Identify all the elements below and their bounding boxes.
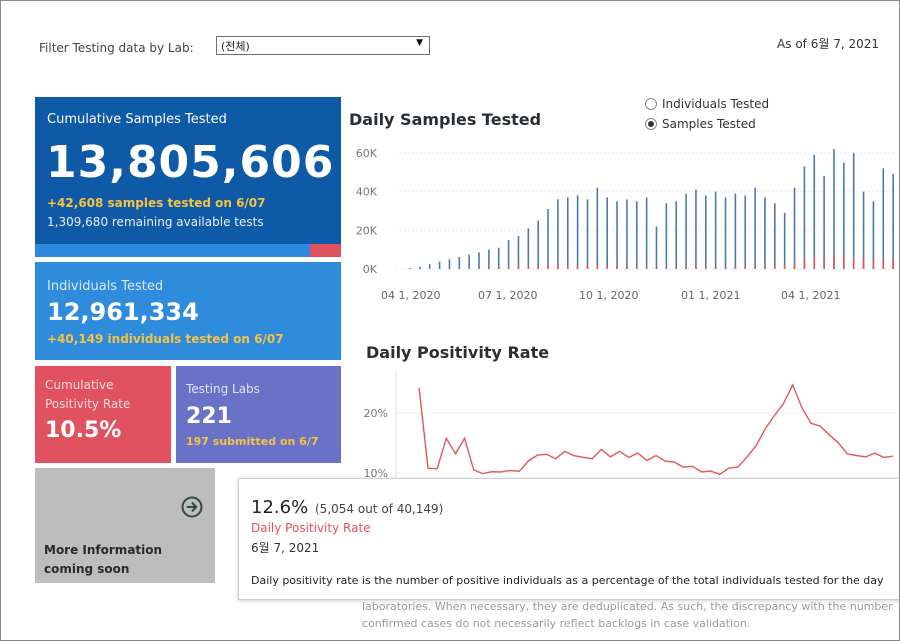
radio-individuals-label: Individuals Tested bbox=[662, 97, 770, 111]
x-tick-label: 04 1, 2021 bbox=[781, 289, 840, 302]
radio-individuals[interactable]: Individuals Tested bbox=[645, 94, 769, 114]
lab-filter-value: (전체) bbox=[221, 40, 250, 53]
more-info-text: More Information coming soon bbox=[44, 543, 163, 576]
samples-today: +42,608 samples tested on 6/07 bbox=[47, 196, 266, 210]
testing-labs-value: 221 bbox=[186, 404, 232, 429]
x-tick-label: 04 1, 2020 bbox=[381, 289, 440, 302]
cumulative-samples-value: 13,805,606 bbox=[46, 137, 335, 188]
x-tick-label: 10 1, 2020 bbox=[579, 289, 638, 302]
footnote-line-2: confirmed cases do not necessarily refle… bbox=[362, 617, 751, 630]
lab-filter-select[interactable]: (전체) ▼ bbox=[216, 36, 430, 55]
radio-individuals-button[interactable] bbox=[645, 98, 657, 110]
individuals-tested-value: 12,961,334 bbox=[47, 298, 199, 326]
x-tick-label: 07 1, 2020 bbox=[478, 289, 537, 302]
positivity-rate-value: 10.5% bbox=[45, 418, 122, 443]
daily-positivity-chart: 20% 10% bbox=[364, 371, 896, 481]
positivity-rate-title: Cumulative Positivity Rate bbox=[45, 378, 131, 411]
individuals-today: +40,149 individuals tested on 6/07 bbox=[47, 332, 284, 346]
daily-samples-title: Daily Samples Tested bbox=[349, 110, 542, 129]
arrow-right-circle-icon[interactable] bbox=[181, 496, 203, 518]
tooltip-date: 6월 7, 2021 bbox=[251, 541, 320, 555]
positivity-line bbox=[418, 383, 894, 476]
individuals-tested-title: Individuals Tested bbox=[47, 279, 164, 294]
daily-samples-chart: 0K 20K 40K 60K 04 1, 2020 07 1, 2020 10 1, 202… bbox=[356, 147, 899, 302]
y-tick-label: 40K bbox=[356, 186, 378, 199]
tooltip-description: Daily positivity rate is the number of p… bbox=[251, 574, 884, 587]
daily-positivity-title: Daily Positivity Rate bbox=[366, 343, 550, 362]
y-tick-label: 20% bbox=[364, 407, 388, 420]
footnote: laboratories. When necessary, they are d… bbox=[362, 598, 893, 632]
filter-label: Filter Testing data by Lab: bbox=[39, 41, 194, 55]
testing-labs-card: Testing Labs 221 197 submitted on 6/7 bbox=[176, 366, 341, 463]
y-tick-label: 0K bbox=[363, 263, 378, 276]
as-of-date: As of 6월 7, 2021 bbox=[777, 37, 879, 51]
more-info-card[interactable]: More Information coming soon bbox=[35, 468, 215, 583]
tooltip-detail: (5,054 out of 40,149) bbox=[315, 502, 444, 516]
tooltip-percent: 12.6% bbox=[251, 497, 309, 518]
chevron-down-icon: ▼ bbox=[416, 38, 423, 48]
positivity-rate-card: Cumulative Positivity Rate 10.5% bbox=[35, 366, 171, 463]
remaining-tests-bar bbox=[310, 244, 341, 257]
remaining-tests: 1,309,680 remaining available tests bbox=[47, 215, 264, 229]
y-tick-label: 60K bbox=[356, 147, 378, 160]
y-tick-label: 20K bbox=[356, 224, 378, 237]
radio-samples[interactable]: Samples Tested bbox=[645, 114, 769, 134]
individuals-tested-card: Individuals Tested 12,961,334 +40,149 in… bbox=[35, 262, 341, 360]
tests-progress-bar bbox=[35, 244, 341, 257]
tooltip-metric: Daily Positivity Rate bbox=[251, 521, 371, 535]
radio-samples-button[interactable] bbox=[645, 118, 657, 130]
testing-labs-title: Testing Labs bbox=[186, 382, 260, 396]
tooltip: 12.6% (5,054 out of 40,149) Daily Positi… bbox=[238, 478, 899, 600]
y-tick-label: 10% bbox=[364, 467, 388, 480]
radio-samples-label: Samples Tested bbox=[662, 117, 756, 131]
metric-radio-group: Individuals Tested Samples Tested bbox=[645, 94, 769, 134]
labs-submitted: 197 submitted on 6/7 bbox=[186, 435, 319, 448]
cumulative-samples-title: Cumulative Samples Tested bbox=[47, 112, 227, 127]
cumulative-samples-card: Cumulative Samples Tested 13,805,606 +42… bbox=[35, 97, 341, 257]
x-tick-label: 01 1, 2021 bbox=[681, 289, 740, 302]
footnote-line-1: laboratories. When necessary, they are d… bbox=[362, 600, 893, 613]
